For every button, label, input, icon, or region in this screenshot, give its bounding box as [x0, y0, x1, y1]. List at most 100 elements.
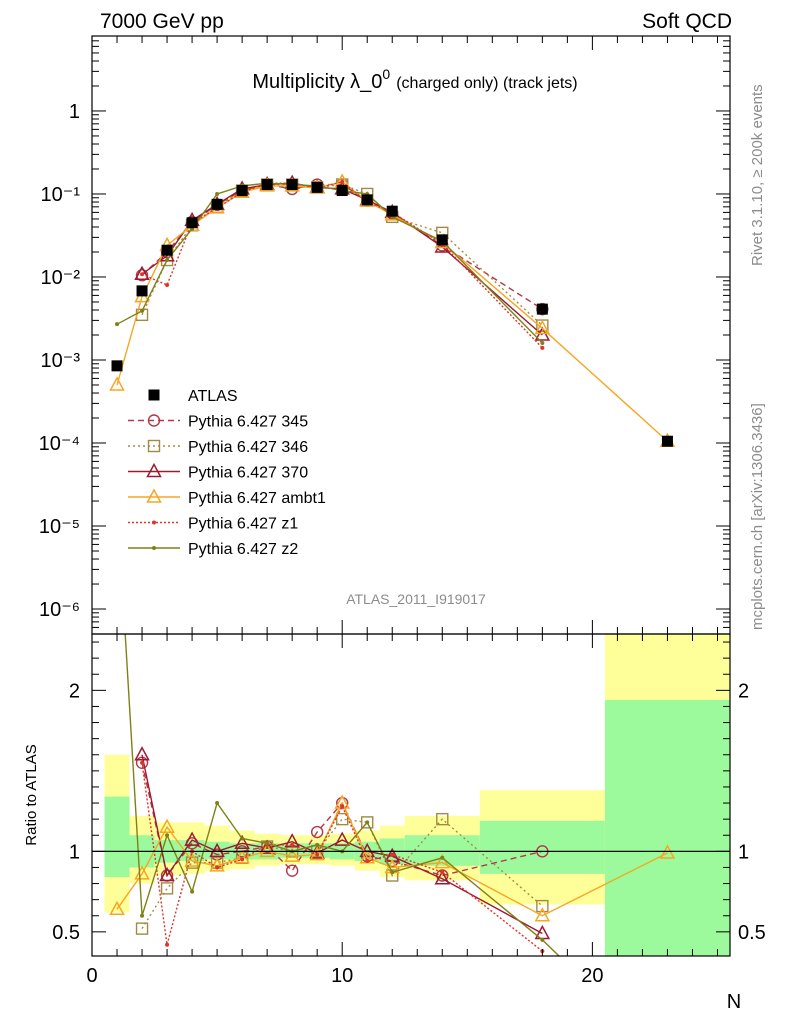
data-point — [146, 462, 162, 478]
category-label: Soft QCD — [642, 10, 732, 33]
data-point — [209, 842, 225, 858]
data-point — [285, 864, 299, 877]
legend-label: Pythia 6.427 370 — [188, 465, 308, 482]
y-tick-label: 10⁻⁵ — [39, 516, 80, 538]
series-line — [116, 182, 543, 344]
data-point — [365, 859, 370, 864]
ratio-y-tick-label-right: 0.5 — [738, 922, 766, 944]
series-pythia-6-427-346 — [135, 178, 549, 332]
series-pythia-6-427-345 — [135, 178, 549, 316]
data-point — [361, 194, 373, 206]
ratio-y-tick-label: 1 — [69, 841, 80, 863]
x-tick-label: 10 — [331, 965, 353, 987]
ratio-band-inner — [604, 700, 730, 956]
legend-entry: Pythia 6.427 ambt1 — [128, 488, 326, 507]
data-point — [309, 844, 325, 859]
data-point — [184, 852, 200, 867]
series-pythia-6-427-370 — [134, 174, 551, 341]
data-point — [215, 865, 220, 870]
data-point — [540, 341, 545, 346]
legend-label: Pythia 6.427 z2 — [188, 541, 298, 558]
data-point — [434, 854, 451, 869]
data-point — [386, 205, 398, 217]
data-point — [311, 181, 323, 193]
data-point — [146, 488, 162, 503]
series-pythia-6-427-z2 — [115, 181, 545, 346]
y-tick-label: 10⁻² — [41, 267, 81, 289]
data-point — [136, 285, 148, 297]
analysis-id: ATLAS_2011_I919017 — [346, 591, 486, 607]
ratio-y-tick-label: 2 — [69, 680, 80, 702]
data-point — [165, 283, 170, 288]
plot-title-main: Multiplicity λ_0 — [252, 71, 382, 93]
legend-entry: Pythia 6.427 z2 — [128, 541, 298, 558]
ratio-y-axis-label: Ratio to ATLAS — [23, 744, 40, 845]
x-tick-label: 0 — [86, 965, 97, 987]
data-point — [159, 866, 175, 882]
data-point — [240, 836, 245, 841]
x-axis-label: N — [727, 991, 741, 1013]
y-tick-label: 10⁻¹ — [41, 184, 81, 206]
legend-label: Pythia 6.427 345 — [188, 414, 308, 431]
legend: ATLAS Pythia 6.427 345 Pythia 6.427 346 Pyt… — [128, 388, 326, 558]
ratio-y-tick-label-right: 2 — [738, 680, 749, 702]
beam-label: 7000 GeV pp — [100, 10, 224, 33]
data-point — [240, 857, 245, 862]
ratio-band-inner — [404, 835, 480, 866]
data-point — [135, 922, 149, 935]
data-point — [152, 520, 156, 525]
data-point — [436, 234, 448, 246]
data-point — [284, 847, 300, 862]
data-point — [211, 198, 223, 210]
legend-entry: Pythia 6.427 346 — [128, 439, 308, 456]
data-point — [661, 435, 673, 447]
data-point — [290, 842, 295, 847]
legend-entry: Pythia 6.427 z1 — [128, 516, 298, 533]
data-point — [215, 801, 220, 806]
series-line — [141, 183, 543, 327]
data-point — [315, 842, 320, 847]
data-point — [259, 842, 275, 858]
data-point — [111, 360, 123, 372]
series-pythia-6-427-z1 — [140, 179, 545, 350]
data-point — [148, 389, 160, 401]
data-point — [161, 244, 173, 256]
y-tick-label: 10⁻⁴ — [39, 433, 80, 455]
data-point — [336, 185, 348, 197]
data-point — [147, 439, 161, 453]
data-point — [434, 870, 451, 885]
data-point — [109, 376, 125, 391]
y-tick-label: 1 — [69, 101, 80, 123]
ratio-band-inner — [479, 820, 605, 874]
data-point — [134, 265, 150, 280]
main-series-layer — [109, 173, 676, 447]
data-point — [659, 844, 676, 859]
data-point — [186, 217, 198, 229]
data-point — [140, 272, 145, 277]
data-point — [152, 546, 156, 550]
data-point — [386, 869, 399, 882]
data-point — [534, 319, 551, 335]
legend-label: ATLAS — [188, 388, 238, 405]
ratio-series-line — [116, 801, 668, 917]
data-point — [190, 889, 195, 894]
data-point — [536, 303, 548, 315]
data-point — [536, 899, 549, 913]
data-point — [140, 760, 145, 765]
plot-title-extra: (charged only) (track jets) — [396, 75, 577, 92]
data-point — [234, 834, 250, 850]
series-line — [141, 183, 543, 310]
series-line — [141, 181, 543, 349]
x-tick-label: 20 — [581, 965, 603, 987]
plot-title-sup: 0 — [382, 66, 390, 82]
y-tick-label: 10⁻⁶ — [39, 599, 80, 621]
ratio-frame — [91, 633, 731, 957]
legend-label: Pythia 6.427 z1 — [188, 516, 298, 533]
data-point — [390, 870, 395, 875]
data-point — [440, 870, 445, 875]
data-point — [140, 913, 145, 918]
series-atlas — [111, 179, 673, 447]
legend-label: Pythia 6.427 ambt1 — [188, 490, 326, 507]
data-point — [361, 816, 374, 829]
